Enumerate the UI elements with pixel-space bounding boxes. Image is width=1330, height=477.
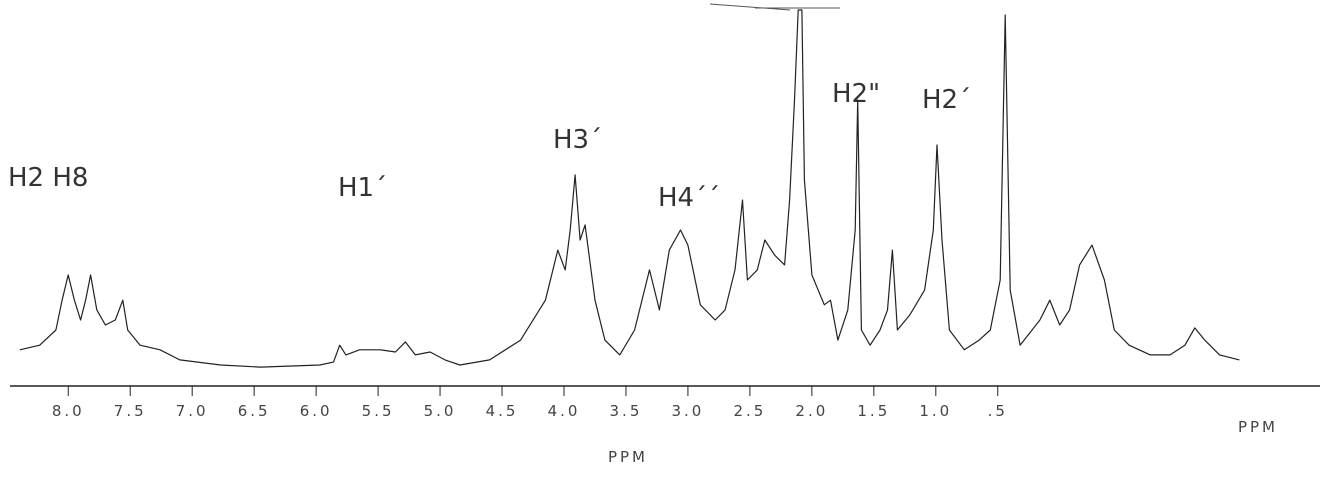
- peak-label: H1´: [338, 173, 387, 203]
- x-tick-label: 2.0: [795, 402, 828, 420]
- x-tick-label: 3.5: [610, 402, 643, 420]
- peak-label: H2": [832, 79, 880, 109]
- x-tick-label: 2.5: [733, 402, 766, 420]
- x-tick-label: 6.0: [300, 402, 333, 420]
- x-tick-label: 5.0: [424, 402, 457, 420]
- x-tick-label: 7.5: [114, 402, 147, 420]
- x-tick-label: 3.0: [671, 402, 704, 420]
- peak-label: H2 H8: [8, 163, 88, 193]
- x-tick-label: 4.0: [548, 402, 581, 420]
- x-tick-label: 6.5: [238, 402, 271, 420]
- x-tick-label: 1.5: [857, 402, 890, 420]
- x-tick-label: 5.5: [362, 402, 395, 420]
- spectrum-line: [19, 9, 1240, 368]
- axis-end-label: PPM: [1238, 418, 1278, 436]
- x-tick-label: 4.5: [486, 402, 519, 420]
- x-tick-label: .5: [988, 402, 1008, 420]
- x-axis-label: PPM: [608, 448, 648, 466]
- peak-label: H2´: [922, 85, 971, 115]
- peak-label: H3´: [553, 125, 602, 155]
- x-tick-label: 7.0: [176, 402, 209, 420]
- x-tick-label: 1.0: [919, 402, 952, 420]
- scan-artifact: [709, 3, 791, 11]
- x-tick-label: 8.0: [52, 402, 85, 420]
- peak-label: H4´´: [658, 183, 720, 213]
